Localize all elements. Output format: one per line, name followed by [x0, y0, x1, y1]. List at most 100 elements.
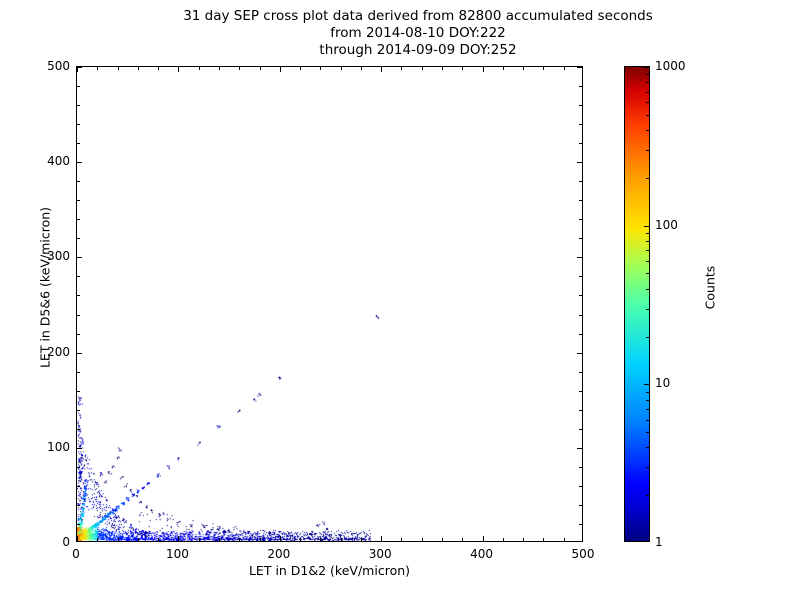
x-tick	[381, 536, 383, 541]
colorbar-minor-tick	[646, 336, 649, 338]
y-tick-right	[577, 67, 582, 68]
x-minor-tick-top	[320, 67, 322, 70]
y-tick-label: 500	[47, 59, 70, 73]
x-minor-tick	[401, 538, 403, 541]
x-minor-tick	[502, 538, 504, 541]
x-tick-label: 400	[470, 547, 494, 561]
y-tick	[77, 447, 82, 449]
x-minor-tick	[117, 538, 119, 541]
y-tick-label: 400	[47, 154, 70, 169]
x-axis-label: LET in D1&2 (keV/micron)	[248, 563, 411, 578]
y-tick-label: 100	[47, 439, 70, 454]
y-minor-tick	[77, 466, 80, 468]
x-tick	[178, 536, 180, 541]
colorbar-minor-tick	[646, 408, 649, 410]
y-minor-tick-right	[579, 143, 582, 145]
y-minor-tick-right	[579, 86, 582, 88]
y-minor-tick	[77, 333, 80, 335]
x-tick-label: 300	[368, 547, 392, 561]
x-tick-top	[381, 67, 383, 72]
y-minor-tick	[77, 143, 80, 145]
x-minor-tick	[320, 538, 322, 541]
y-tick	[77, 257, 82, 259]
x-tick-label: 200	[267, 547, 291, 561]
x-minor-tick-top	[563, 67, 565, 70]
x-minor-tick	[563, 538, 565, 541]
x-minor-tick-top	[421, 67, 423, 70]
y-minor-tick-right	[579, 466, 582, 468]
y-minor-tick	[77, 181, 80, 183]
colorbar-minor-tick	[646, 149, 649, 151]
x-minor-tick	[421, 538, 423, 541]
colorbar-minor-tick	[646, 74, 649, 76]
colorbar-minor-tick	[646, 177, 649, 179]
y-minor-tick-right	[579, 523, 582, 525]
x-minor-tick-top	[502, 67, 504, 70]
y-minor-tick-right	[579, 371, 582, 373]
chart-title: 31 day SEP cross plot data derived from …	[0, 8, 800, 59]
colorbar-label: Counts	[702, 265, 718, 310]
colorbar-minor-tick	[646, 114, 649, 116]
colorbar-minor-tick	[646, 308, 649, 310]
x-minor-tick	[360, 538, 362, 541]
x-minor-tick-top	[117, 67, 119, 70]
colorbar-minor-tick	[646, 447, 649, 449]
x-minor-tick	[300, 538, 302, 541]
y-minor-tick	[77, 276, 80, 278]
y-tick	[77, 352, 82, 354]
y-tick-right	[577, 447, 582, 449]
x-minor-tick	[158, 538, 160, 541]
colorbar-tick	[644, 225, 649, 227]
colorbar-tick-label: 1000	[655, 59, 686, 73]
y-minor-tick	[77, 314, 80, 316]
y-minor-tick	[77, 238, 80, 240]
x-minor-tick-top	[360, 67, 362, 70]
colorbar-minor-tick	[646, 102, 649, 104]
x-minor-tick-top	[137, 67, 139, 70]
x-minor-tick-top	[97, 67, 99, 70]
colorbar-minor-tick	[646, 495, 649, 497]
y-tick-label: 300	[47, 249, 70, 264]
y-minor-tick	[77, 105, 80, 107]
x-minor-tick	[239, 538, 241, 541]
y-minor-tick	[77, 86, 80, 88]
x-tick-top	[77, 67, 78, 72]
title-line-2: from 2014-08-10 DOY:222	[330, 25, 506, 41]
y-minor-tick-right	[579, 428, 582, 430]
y-minor-tick-right	[579, 295, 582, 297]
x-minor-tick-top	[300, 67, 302, 70]
x-minor-tick-top	[239, 67, 241, 70]
y-minor-tick-right	[579, 390, 582, 392]
colorbar-minor-tick	[646, 260, 649, 262]
y-axis-label: LET in D5&6 (keV/micron)	[37, 206, 53, 369]
colorbar-minor-tick	[646, 232, 649, 234]
x-minor-tick	[543, 538, 545, 541]
x-minor-tick-top	[401, 67, 403, 70]
title-line-1: 31 day SEP cross plot data derived from …	[183, 8, 653, 24]
y-tick-label: 0	[62, 535, 70, 549]
y-tick-label: 200	[47, 344, 70, 359]
x-minor-tick	[340, 538, 342, 541]
colorbar-tick	[644, 384, 649, 386]
y-minor-tick-right	[579, 409, 582, 411]
y-minor-tick	[77, 219, 80, 221]
y-minor-tick-right	[579, 504, 582, 506]
y-minor-tick	[77, 200, 80, 202]
y-tick-right	[577, 257, 582, 259]
y-minor-tick	[77, 409, 80, 411]
x-minor-tick-top	[442, 67, 444, 70]
colorbar-minor-tick	[646, 391, 649, 393]
colorbar-minor-tick	[646, 273, 649, 275]
y-minor-tick-right	[579, 181, 582, 183]
x-minor-tick	[442, 538, 444, 541]
x-minor-tick	[218, 538, 220, 541]
colorbar-minor-tick	[646, 130, 649, 132]
y-minor-tick	[77, 523, 80, 525]
colorbar-minor-tick	[646, 419, 649, 421]
y-minor-tick-right	[579, 124, 582, 126]
x-minor-tick	[523, 538, 525, 541]
y-minor-tick-right	[579, 333, 582, 335]
plot-area	[76, 66, 583, 542]
x-minor-tick	[259, 538, 261, 541]
